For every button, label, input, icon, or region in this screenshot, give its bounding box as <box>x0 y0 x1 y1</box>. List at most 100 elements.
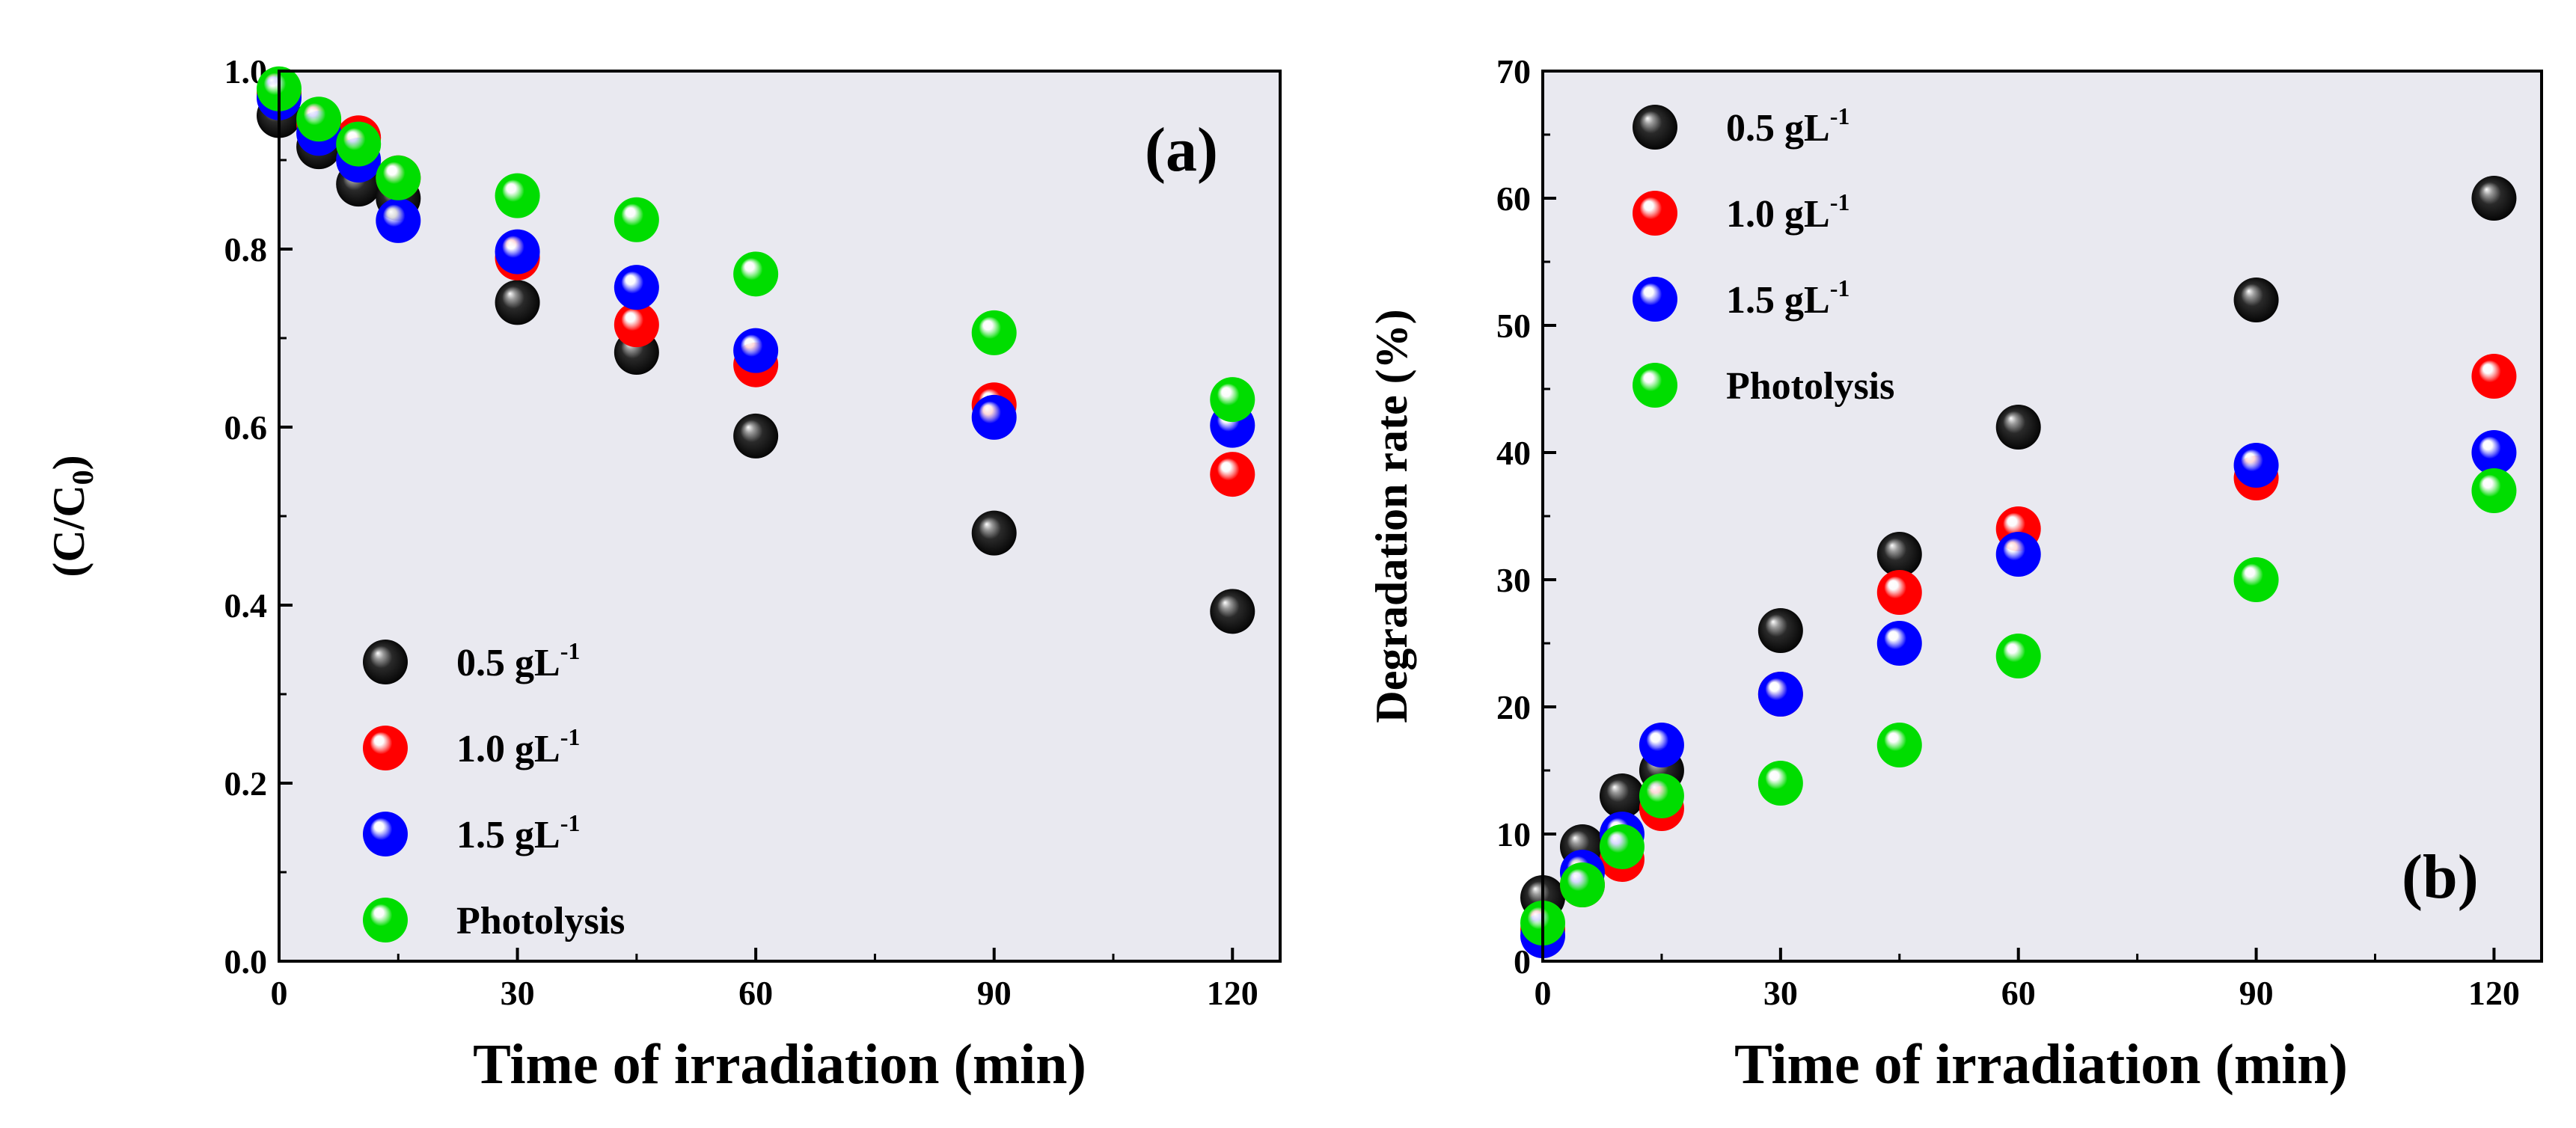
series-0-5-gl-1 <box>1520 176 2517 920</box>
y-tick-label: 0.6 <box>224 408 268 447</box>
legend-marker <box>363 640 408 684</box>
data-point <box>971 394 1017 440</box>
x-tick-label: 60 <box>738 974 773 1012</box>
plot-frame-b <box>1541 70 2543 963</box>
legend-label: Photolysis <box>1726 365 1894 408</box>
series-photolysis <box>1520 468 2517 945</box>
data-point <box>2471 176 2517 221</box>
data-point <box>336 121 382 167</box>
legend-label: 1.5 gL-1 <box>456 809 580 856</box>
data-point <box>614 302 659 348</box>
x-tick-label: 120 <box>1207 974 1258 1012</box>
x-tick-label: 30 <box>501 974 535 1012</box>
data-point <box>1995 405 2041 450</box>
data-point <box>1639 723 1684 767</box>
data-point <box>614 197 659 242</box>
data-point <box>495 280 540 325</box>
data-points-b <box>1520 176 2517 958</box>
data-point <box>2471 430 2517 475</box>
x-axis-title-b: Time of irradiation (min) <box>1734 1033 2348 1096</box>
plot-area-a <box>279 71 1280 961</box>
data-point <box>1210 452 1255 497</box>
data-point <box>1876 532 1922 577</box>
data-point <box>1559 862 1605 907</box>
data-point <box>1876 621 1922 666</box>
tick-labels-b: 0 30 60 90 120 0 10 20 30 40 50 60 70 <box>1496 52 2520 1012</box>
x-tick-label: 30 <box>1763 974 1798 1012</box>
data-point <box>1876 723 1922 767</box>
legend-marker <box>1633 277 1677 322</box>
x-tick-label: 90 <box>2239 974 2274 1012</box>
data-point <box>733 413 779 459</box>
data-points-a <box>257 66 1255 634</box>
data-point <box>495 173 540 218</box>
data-point <box>1210 377 1255 423</box>
y-tick-label: 60 <box>1496 180 1531 218</box>
y-axis-title-b: Degradation rate (%) <box>1367 309 1416 723</box>
legend-marker <box>1633 105 1677 150</box>
data-point <box>376 155 421 200</box>
panel-b: 0 30 60 90 120 0 10 20 30 40 50 60 70 (b) Time of ir… <box>1367 52 2543 1096</box>
legend-b: 0.5 gL-1 1.0 gL-1 1.5 gL-1 Photolysis <box>1633 102 1894 408</box>
data-point <box>1995 634 2041 678</box>
legend-label: 0.5 gL-1 <box>1726 102 1850 150</box>
panel-label-b: (b) <box>2402 842 2479 912</box>
legend-marker <box>1633 191 1677 236</box>
legend-marker <box>363 812 408 856</box>
legend-label: 0.5 gL-1 <box>456 637 580 684</box>
series-photolysis <box>257 66 1255 423</box>
data-point <box>733 251 779 297</box>
data-point <box>1757 672 1803 717</box>
y-axis-title-a: (C/C0) <box>44 455 100 577</box>
y-tick-label: 40 <box>1496 434 1531 472</box>
x-tick-label: 60 <box>2001 974 2036 1012</box>
y-tick-label: 0.4 <box>224 586 268 625</box>
panel-label-a: (a) <box>1145 115 1218 185</box>
y-tick-label: 50 <box>1496 307 1531 345</box>
data-point <box>2233 278 2279 322</box>
data-point <box>1757 608 1803 653</box>
y-tick-label: 0.2 <box>224 764 268 803</box>
data-point <box>1876 570 1922 615</box>
legend-marker <box>363 898 408 942</box>
data-point <box>495 229 540 275</box>
legend-label: 1.0 gL-1 <box>1726 188 1850 236</box>
data-point <box>1639 773 1684 818</box>
data-point <box>2233 443 2279 488</box>
x-axis-title-a: Time of irradiation (min) <box>473 1033 1086 1096</box>
legend-label: 1.5 gL-1 <box>1726 275 1850 322</box>
y-tick-label: 10 <box>1496 815 1531 853</box>
data-point <box>1599 824 1645 869</box>
data-point <box>2471 354 2517 399</box>
data-point <box>1599 773 1645 818</box>
plot-area-b <box>1543 71 2542 961</box>
legend-label: 1.0 gL-1 <box>456 723 580 770</box>
data-point <box>2471 468 2517 513</box>
data-point <box>1995 532 2041 577</box>
data-point <box>296 96 342 142</box>
data-point <box>971 510 1017 556</box>
y-tick-label: 0.8 <box>224 230 268 269</box>
x-tick-label: 120 <box>2468 974 2520 1012</box>
legend-a: 0.5 gL-1 1.0 gL-1 1.5 gL-1 Photolysis <box>363 637 625 942</box>
legend-label: Photolysis <box>456 900 625 942</box>
y-tick-label: 20 <box>1496 688 1531 726</box>
data-point <box>376 197 421 243</box>
data-point <box>614 265 659 310</box>
x-tick-label: 90 <box>977 974 1012 1012</box>
y-tick-label: 0 <box>1514 942 1531 981</box>
x-tick-label: 0 <box>1535 974 1552 1012</box>
data-point <box>971 310 1017 355</box>
data-point <box>733 328 779 373</box>
plot-frame-a <box>278 70 1282 963</box>
legend-marker <box>1633 363 1677 408</box>
data-point <box>1210 589 1255 634</box>
y-tick-label: 70 <box>1496 52 1531 91</box>
y-tick-label: 30 <box>1496 561 1531 599</box>
y-tick-label: 0.0 <box>224 942 268 981</box>
x-tick-label: 0 <box>271 974 288 1012</box>
legend-marker <box>363 726 408 770</box>
